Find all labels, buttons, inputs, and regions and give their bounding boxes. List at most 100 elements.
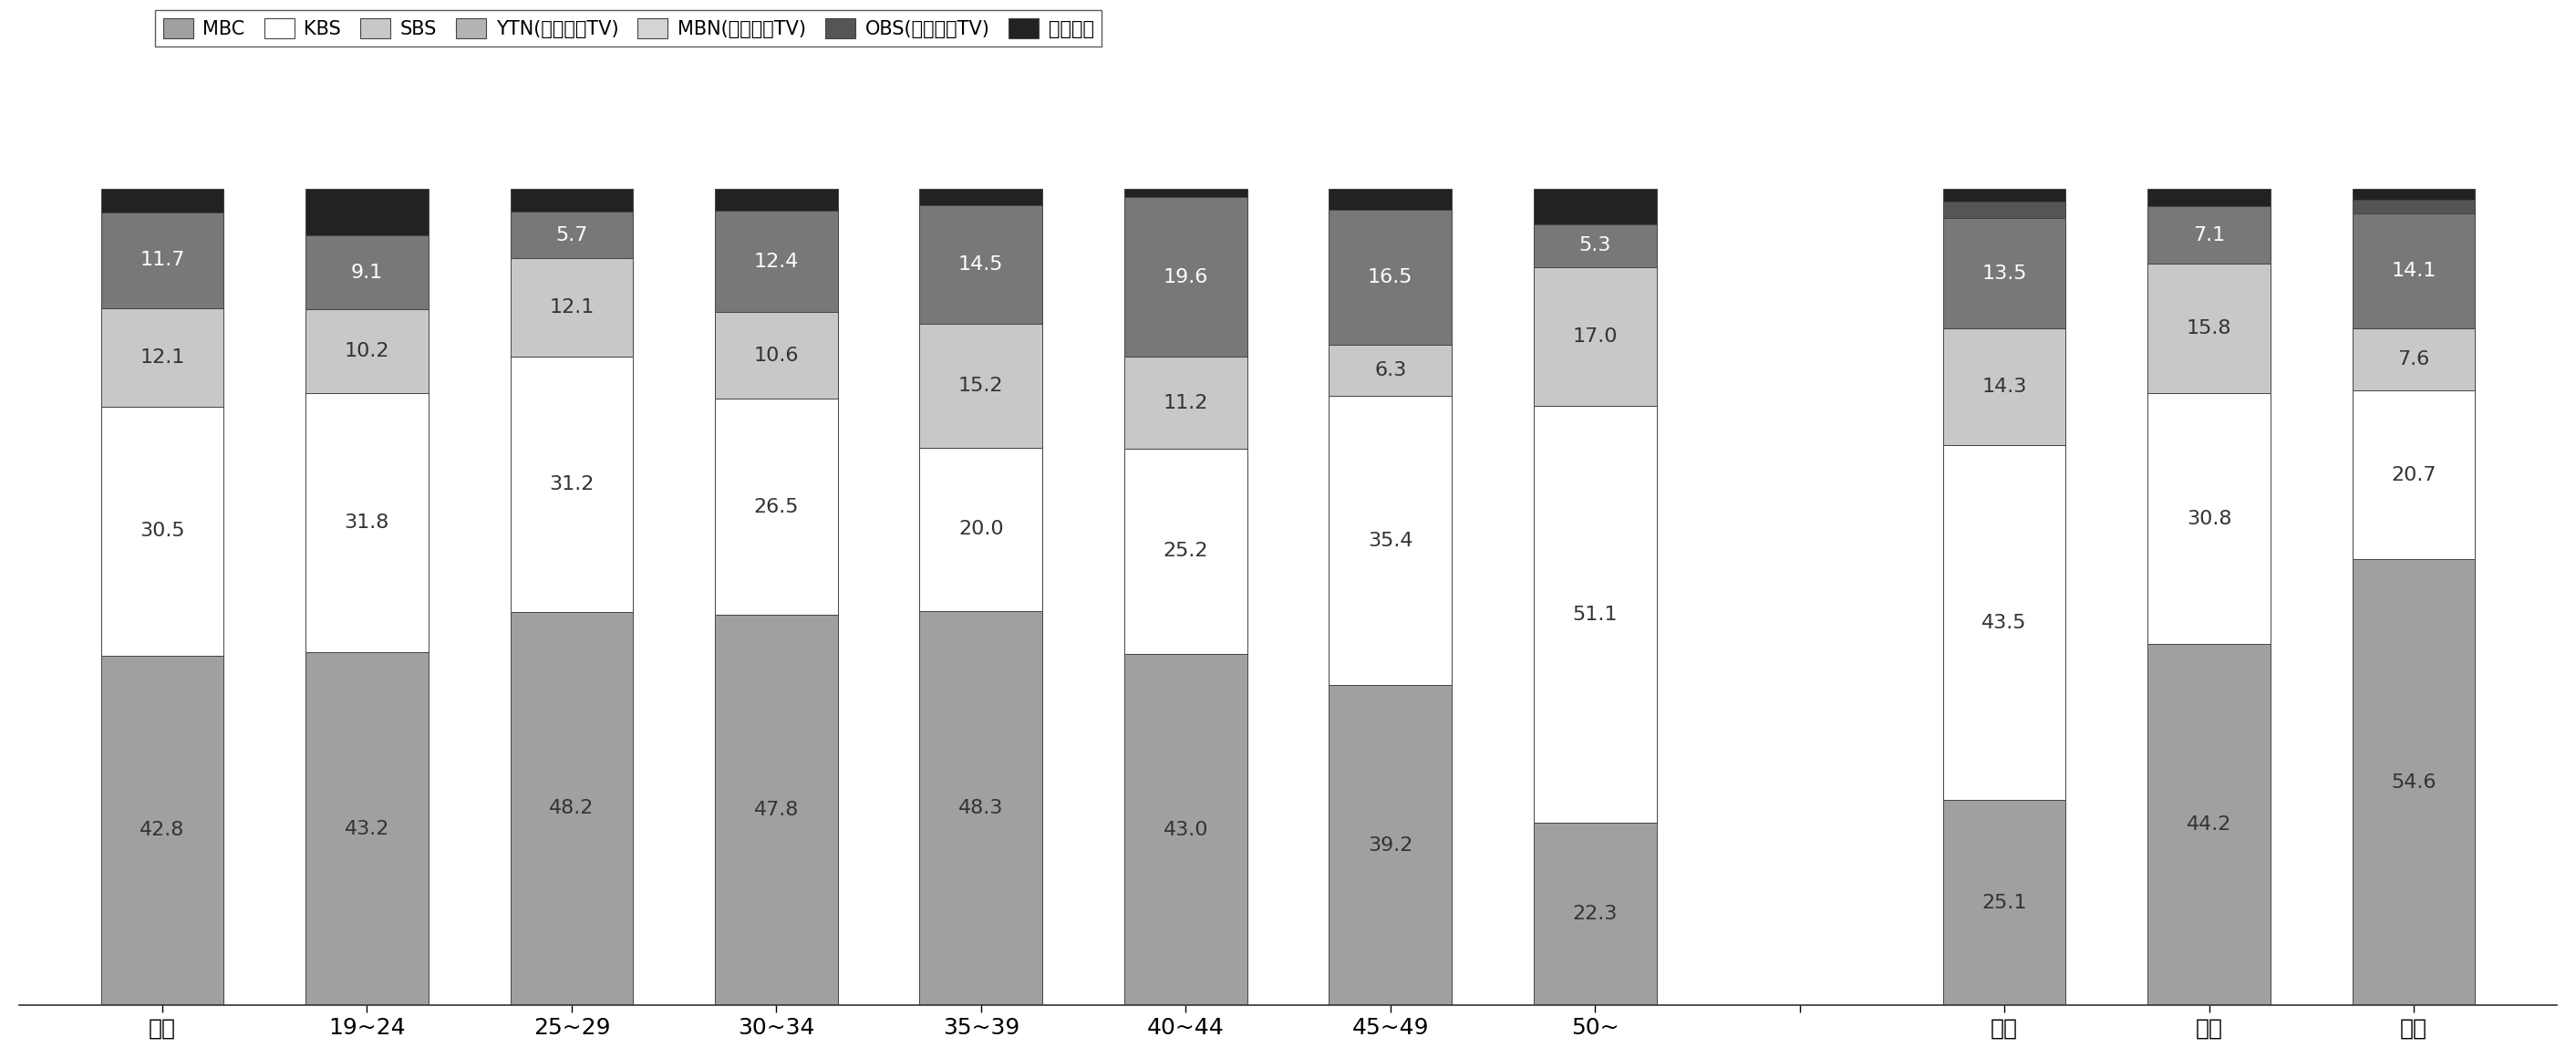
Bar <box>716 312 837 399</box>
Text: 7.1: 7.1 <box>2192 225 2226 244</box>
Bar <box>2352 200 2476 214</box>
Bar <box>510 612 634 1005</box>
Text: 13.5: 13.5 <box>1981 264 2027 282</box>
Text: 7.6: 7.6 <box>2398 350 2429 368</box>
Text: 31.2: 31.2 <box>549 475 595 493</box>
Bar <box>1533 188 1656 224</box>
Bar <box>1942 800 2066 1005</box>
Text: 14.5: 14.5 <box>958 255 1005 273</box>
Bar <box>510 188 634 212</box>
Text: 11.7: 11.7 <box>139 251 185 270</box>
Text: 25.1: 25.1 <box>1981 894 2027 912</box>
Bar <box>2352 560 2476 1005</box>
Bar <box>716 211 837 312</box>
Bar <box>2148 644 2269 1005</box>
Bar <box>510 258 634 357</box>
Bar <box>920 448 1043 610</box>
Bar <box>2352 214 2476 328</box>
Bar <box>1123 357 1247 449</box>
Bar <box>1123 449 1247 654</box>
Text: 22.3: 22.3 <box>1571 905 1618 924</box>
Text: 15.2: 15.2 <box>958 377 1005 395</box>
Bar <box>100 656 224 1005</box>
Text: 15.8: 15.8 <box>2187 320 2231 338</box>
Text: 35.4: 35.4 <box>1368 531 1412 550</box>
Bar <box>716 399 837 615</box>
Bar <box>1329 686 1453 1005</box>
Bar <box>1123 197 1247 357</box>
Text: 10.6: 10.6 <box>755 346 799 364</box>
Text: 48.2: 48.2 <box>549 799 595 818</box>
Text: 31.8: 31.8 <box>345 513 389 532</box>
Text: 47.8: 47.8 <box>755 801 799 819</box>
Text: 43.2: 43.2 <box>345 820 389 838</box>
Bar <box>100 406 224 656</box>
Bar <box>716 615 837 1005</box>
Text: 30.8: 30.8 <box>2187 510 2231 528</box>
Bar <box>2352 328 2476 390</box>
Text: 14.3: 14.3 <box>1981 378 2027 396</box>
Bar <box>1942 188 2066 202</box>
Bar <box>716 188 837 211</box>
Text: 25.2: 25.2 <box>1164 542 1208 561</box>
Text: 6.3: 6.3 <box>1373 362 1406 380</box>
Text: 12.1: 12.1 <box>139 348 185 366</box>
Text: 12.4: 12.4 <box>755 253 799 271</box>
Bar <box>1329 396 1453 686</box>
Text: 17.0: 17.0 <box>1571 328 1618 346</box>
Bar <box>1123 654 1247 1005</box>
Text: 48.3: 48.3 <box>958 799 1005 817</box>
Bar <box>510 357 634 612</box>
Text: 54.6: 54.6 <box>2391 773 2437 791</box>
Text: 16.5: 16.5 <box>1368 269 1412 287</box>
Text: 19.6: 19.6 <box>1164 268 1208 286</box>
Bar <box>920 324 1043 448</box>
Text: 10.2: 10.2 <box>345 342 389 361</box>
Text: 12.1: 12.1 <box>549 298 595 316</box>
Bar <box>1123 188 1247 197</box>
Bar <box>307 653 428 1005</box>
Bar <box>920 205 1043 324</box>
Bar <box>1942 202 2066 218</box>
Text: 44.2: 44.2 <box>2187 816 2231 834</box>
Text: 11.2: 11.2 <box>1164 394 1208 412</box>
Legend: MBC, KBS, SBS, YTN(연합뉴스TV), MBN(매일경제TV), OBS(경인방송TV), 기타채널: MBC, KBS, SBS, YTN(연합뉴스TV), MBN(매일경제TV),… <box>155 11 1103 47</box>
Bar <box>2352 390 2476 560</box>
Bar <box>920 610 1043 1005</box>
Bar <box>2148 393 2269 644</box>
Text: 42.8: 42.8 <box>139 821 185 839</box>
Text: 5.7: 5.7 <box>556 225 587 244</box>
Text: 26.5: 26.5 <box>755 497 799 516</box>
Bar <box>307 235 428 310</box>
Bar <box>307 188 428 235</box>
Bar <box>920 188 1043 205</box>
Bar <box>1329 345 1453 396</box>
Bar <box>1533 823 1656 1005</box>
Text: 51.1: 51.1 <box>1571 605 1618 623</box>
Bar <box>100 213 224 308</box>
Bar <box>2148 206 2269 263</box>
Bar <box>307 310 428 393</box>
Text: 20.7: 20.7 <box>2391 466 2437 485</box>
Text: 9.1: 9.1 <box>350 263 384 281</box>
Bar <box>510 212 634 258</box>
Bar <box>2148 263 2269 393</box>
Bar <box>1329 211 1453 345</box>
Text: 30.5: 30.5 <box>139 523 185 541</box>
Bar <box>307 393 428 653</box>
Bar <box>1329 188 1453 211</box>
Text: 39.2: 39.2 <box>1368 836 1412 854</box>
Bar <box>1942 218 2066 328</box>
Text: 43.0: 43.0 <box>1164 820 1208 839</box>
Text: 5.3: 5.3 <box>1579 236 1610 255</box>
Bar <box>100 308 224 406</box>
Bar <box>1533 224 1656 268</box>
Bar <box>100 188 224 213</box>
Bar <box>1533 268 1656 406</box>
Text: 14.1: 14.1 <box>2391 261 2437 280</box>
Text: 43.5: 43.5 <box>1981 614 2027 632</box>
Bar <box>1942 445 2066 800</box>
Bar <box>2148 188 2269 206</box>
Bar <box>1942 328 2066 445</box>
Text: 20.0: 20.0 <box>958 521 1005 539</box>
